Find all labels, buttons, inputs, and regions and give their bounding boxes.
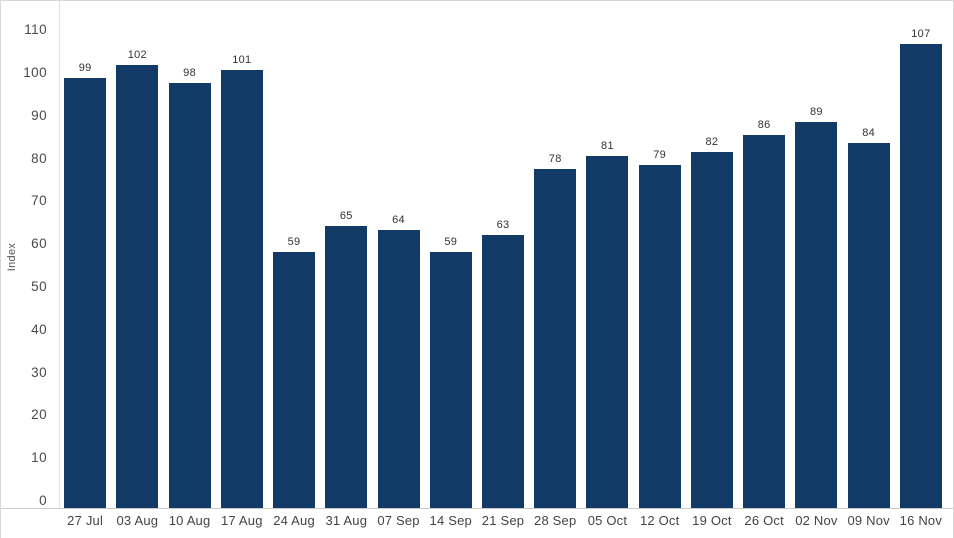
bar-value-label: 86 bbox=[757, 118, 771, 131]
x-tick-label: 26 Oct bbox=[744, 513, 784, 528]
bar-value-label: 101 bbox=[232, 53, 252, 66]
bar-value-label: 84 bbox=[862, 127, 876, 140]
x-tick-label: 12 Oct bbox=[639, 513, 680, 528]
bar-value-label: 89 bbox=[809, 105, 823, 118]
bar-value-label: 59 bbox=[287, 235, 301, 248]
x-tick-label: 28 Sep bbox=[534, 513, 577, 528]
bar-value-label: 81 bbox=[601, 140, 614, 153]
bar bbox=[325, 225, 368, 508]
bar-slot: 81 bbox=[581, 8, 633, 508]
bar-slot: 102 bbox=[111, 8, 163, 508]
y-tick-label: 100 bbox=[23, 65, 47, 80]
bar-slot: 89 bbox=[790, 8, 842, 508]
x-tick-label: 16 Nov bbox=[899, 513, 943, 528]
y-tick-label: 50 bbox=[31, 279, 47, 294]
bar-slot: 78 bbox=[529, 8, 581, 508]
y-tick-label: 40 bbox=[31, 321, 47, 337]
bar bbox=[795, 121, 838, 508]
bar-value-label: 78 bbox=[548, 153, 562, 166]
bar-slot: 65 bbox=[320, 8, 372, 508]
bar bbox=[586, 156, 629, 508]
bar-value-label: 63 bbox=[496, 218, 510, 231]
bar-slot: 98 bbox=[163, 8, 215, 508]
x-axis: 27 Jul 03 Aug 10 Aug 17 Aug 24 Aug 31 Aug 07 S… bbox=[59, 513, 947, 528]
y-tick-label: 10 bbox=[31, 450, 47, 466]
bar bbox=[899, 43, 942, 508]
y-tick-label: 60 bbox=[31, 236, 47, 252]
bar-slot: 84 bbox=[843, 8, 895, 508]
x-tick-label: 17 Aug bbox=[220, 513, 263, 528]
y-axis-line bbox=[59, 1, 60, 508]
x-tick-label: 21 Sep bbox=[481, 513, 525, 528]
bar bbox=[534, 169, 577, 508]
y-tick-label: 80 bbox=[31, 150, 47, 166]
bar bbox=[743, 134, 786, 508]
bar-slot: 99 bbox=[59, 8, 111, 508]
y-tick-label: 20 bbox=[31, 407, 47, 423]
bar bbox=[377, 230, 420, 508]
y-tick-label: 110 bbox=[24, 22, 47, 38]
bar-value-label: 65 bbox=[339, 209, 353, 222]
bar-value-label: 99 bbox=[78, 62, 92, 75]
bar-slot: 82 bbox=[686, 8, 738, 508]
bar bbox=[64, 78, 107, 508]
bar-value-label: 82 bbox=[705, 136, 719, 149]
bar-value-label: 64 bbox=[392, 214, 405, 227]
x-tick-label: 31 Aug bbox=[325, 513, 368, 528]
bar bbox=[429, 251, 472, 508]
x-tick-label: 10 Aug bbox=[168, 513, 211, 528]
bar bbox=[847, 143, 890, 508]
bar-value-label: 107 bbox=[911, 27, 931, 40]
bar bbox=[690, 152, 733, 508]
x-tick-label: 07 Sep bbox=[377, 513, 420, 528]
bar-slot: 64 bbox=[372, 8, 424, 508]
y-tick-label: 0 bbox=[39, 493, 47, 508]
bar-slot: 59 bbox=[425, 8, 477, 508]
bar bbox=[638, 165, 681, 508]
x-tick-label: 24 Aug bbox=[273, 513, 315, 528]
bar bbox=[220, 69, 263, 508]
bar bbox=[168, 82, 211, 508]
bar-slot: 63 bbox=[477, 8, 529, 508]
x-tick-label: 14 Sep bbox=[429, 513, 472, 528]
bar-value-label: 102 bbox=[127, 49, 147, 62]
y-tick-label: 30 bbox=[31, 364, 47, 380]
bar-value-label: 79 bbox=[653, 149, 667, 162]
bar-slot: 59 bbox=[268, 8, 320, 508]
y-tick-label: 90 bbox=[31, 107, 47, 123]
bar-slot: 79 bbox=[634, 8, 686, 508]
x-tick-label: 19 Oct bbox=[692, 513, 732, 528]
x-tick-label: 09 Nov bbox=[847, 513, 890, 528]
bar-slot: 107 bbox=[895, 8, 947, 508]
x-tick-label: 05 Oct bbox=[587, 513, 628, 528]
x-tick-label: 27 Jul bbox=[67, 513, 104, 528]
bar bbox=[481, 234, 524, 508]
y-tick-label: 70 bbox=[31, 193, 47, 209]
bar-slot: 86 bbox=[738, 8, 790, 508]
bar bbox=[273, 251, 316, 508]
bar bbox=[116, 65, 159, 508]
plot-area: 99 102 98 101 59 65 64 59 63 78 81 79 82 86 89 84 107 bbox=[59, 8, 947, 508]
x-axis-line bbox=[1, 508, 953, 509]
x-tick-label: 03 Aug bbox=[116, 513, 159, 528]
bar-slot: 101 bbox=[216, 8, 268, 508]
bar-value-label: 59 bbox=[444, 235, 458, 248]
x-tick-label: 02 Nov bbox=[795, 513, 838, 528]
bar-value-label: 98 bbox=[183, 66, 196, 79]
